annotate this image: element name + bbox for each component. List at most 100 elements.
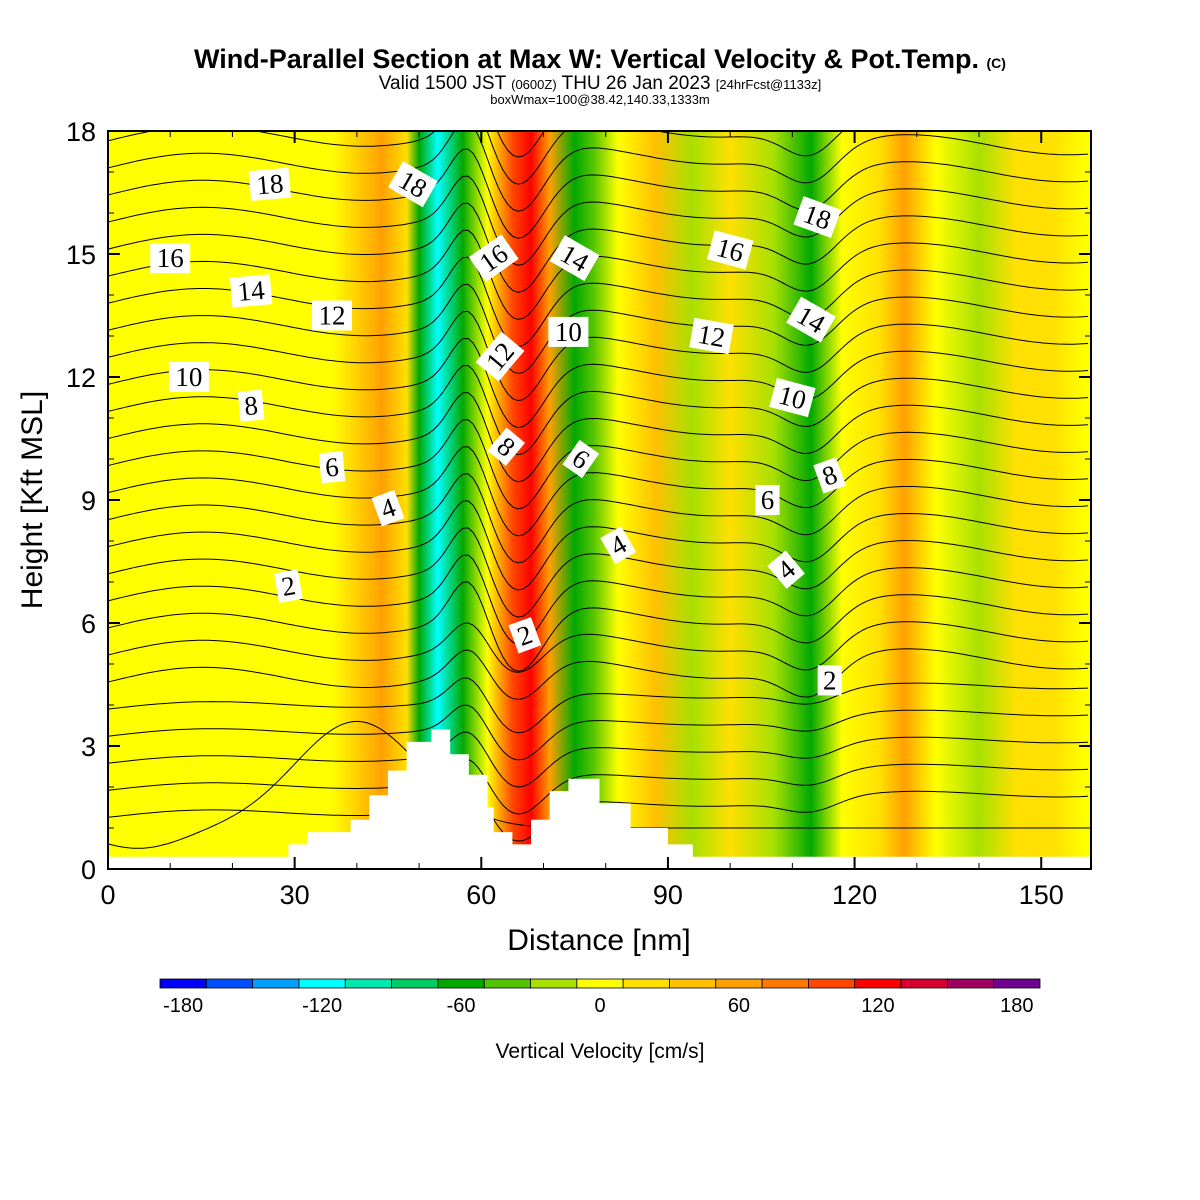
colorbar-tick-label: -120 bbox=[302, 995, 342, 1017]
contour-label-box bbox=[248, 167, 292, 201]
x-tick-label: 0 bbox=[100, 880, 115, 910]
contour-label-box bbox=[549, 235, 600, 282]
pot-temp-contour bbox=[108, 337, 1089, 429]
pot-temp-contour bbox=[108, 648, 1089, 700]
colorbar-swatch bbox=[946, 978, 995, 989]
contour-label-text: 16 bbox=[157, 243, 184, 273]
contour-label-box bbox=[508, 617, 542, 654]
colorbar-swatch bbox=[530, 978, 578, 989]
contour-label-text: 12 bbox=[696, 319, 728, 353]
pot-temp-contour bbox=[108, 283, 1089, 375]
contour-label-box bbox=[706, 230, 754, 270]
pot-temp-contour bbox=[108, 419, 1089, 510]
contour-label-text: 14 bbox=[236, 275, 266, 307]
contour-label-box bbox=[689, 317, 734, 355]
pot-temp-contour bbox=[108, 446, 1089, 537]
contour-label: 6 bbox=[318, 451, 346, 484]
y-axis: 0 3 6 9 12 15 18 bbox=[66, 117, 1091, 885]
contour-label: 10 bbox=[168, 362, 209, 392]
x-axis: 0 30 60 90 120 150 bbox=[100, 131, 1064, 910]
contour-label-text: 10 bbox=[555, 317, 582, 347]
contour-label-box bbox=[273, 569, 303, 603]
colorbar-tick-label: 120 bbox=[861, 995, 894, 1017]
contour-label-box bbox=[388, 161, 438, 208]
chart-subtitle: Valid 1500 JST (0600Z) THU 26 Jan 2023 [… bbox=[378, 73, 822, 94]
pot-temp-contour bbox=[108, 581, 1089, 672]
pot-temp-contour bbox=[108, 392, 1089, 483]
contour-label: 4 bbox=[371, 490, 405, 527]
contour-label: 12 bbox=[689, 317, 734, 355]
pot-temp-contour bbox=[108, 310, 1089, 402]
contour-label-box bbox=[487, 427, 526, 466]
contour-label: 8 bbox=[237, 389, 265, 422]
contour-label-text: 10 bbox=[175, 362, 202, 392]
colorbar-swatch bbox=[252, 978, 300, 989]
contour-label: 18 bbox=[248, 167, 292, 201]
colorbar-swatch bbox=[808, 978, 856, 989]
y-tick-label: 6 bbox=[81, 609, 96, 639]
contour-label: 2 bbox=[817, 665, 842, 696]
contour-label-text: 18 bbox=[255, 168, 285, 200]
pot-temp-contour bbox=[108, 364, 1089, 456]
pot-temp-contour bbox=[108, 731, 1089, 788]
y-tick-label: 12 bbox=[66, 363, 96, 393]
contour-label-box bbox=[475, 331, 525, 382]
contour-label-box bbox=[150, 243, 191, 274]
terrain-mask bbox=[108, 729, 1091, 869]
pot-temp-contour bbox=[108, 131, 844, 185]
x-tick-label: 150 bbox=[1019, 880, 1064, 910]
colorbar-swatch bbox=[761, 978, 809, 989]
colorbar-swatch bbox=[900, 978, 948, 989]
contour-label-box bbox=[468, 234, 519, 282]
contour-label-text: 8 bbox=[243, 390, 259, 421]
contour-label: 12 bbox=[312, 300, 352, 331]
colorbar-swatch bbox=[715, 978, 763, 989]
contour-label-box bbox=[168, 362, 209, 392]
contour-label-box bbox=[769, 377, 816, 418]
colorbar: -180 -120 -60 0 60 120 180 bbox=[159, 978, 1041, 1017]
contour-label-box bbox=[767, 550, 805, 589]
y-tick-label: 0 bbox=[81, 855, 96, 885]
colorbar-tick-label: 180 bbox=[1000, 995, 1033, 1017]
contour-label-text: 2 bbox=[279, 570, 298, 602]
colorbar-swatch bbox=[669, 978, 717, 989]
x-tick-label: 60 bbox=[466, 880, 496, 910]
contour-label: 2 bbox=[273, 569, 303, 603]
contour-label: 16 bbox=[150, 243, 191, 274]
colorbar-tick-label: -180 bbox=[163, 995, 203, 1017]
chart-title: Wind-Parallel Section at Max W: Vertical… bbox=[194, 44, 1006, 74]
copyright-mark: (C) bbox=[986, 55, 1006, 71]
colorbar-title: Vertical Velocity [cm/s] bbox=[496, 1040, 705, 1063]
contour-label: 8 bbox=[813, 457, 847, 494]
colorbar-swatch bbox=[437, 978, 485, 989]
contour-label-box bbox=[562, 439, 600, 479]
pot-temp-contour bbox=[108, 621, 1089, 673]
pot-temp-contour bbox=[108, 677, 1089, 734]
pot-temp-contour bbox=[108, 704, 1089, 761]
contour-label-text: 2 bbox=[823, 665, 837, 695]
contour-label-box bbox=[786, 296, 836, 343]
colorbar-swatch bbox=[298, 978, 346, 989]
contour-label-box bbox=[600, 526, 637, 565]
y-axis-title: Height [Kft MSL] bbox=[16, 391, 49, 609]
colorbar-tick-label: 60 bbox=[728, 995, 750, 1017]
colorbar-swatch bbox=[854, 978, 902, 989]
contour-label-box bbox=[755, 485, 780, 515]
plot-area: 1816141210864218161282141064161218141086… bbox=[107, 130, 1092, 870]
y-tick-label: 15 bbox=[66, 240, 96, 270]
contour-label: 2 bbox=[508, 617, 542, 654]
colorbar-swatch bbox=[391, 978, 439, 989]
x-tick-label: 90 bbox=[653, 880, 683, 910]
colorbar-swatch bbox=[576, 978, 624, 989]
contour-label-box bbox=[318, 451, 346, 484]
contour-label-text: 12 bbox=[319, 301, 346, 331]
contour-label-box bbox=[229, 274, 273, 308]
colorbar-swatch bbox=[622, 978, 670, 989]
contour-label-text: 6 bbox=[761, 485, 775, 515]
pot-temp-contour bbox=[108, 500, 1089, 591]
y-tick-label: 9 bbox=[81, 486, 96, 516]
pot-temp-contour bbox=[108, 202, 1089, 293]
pot-temp-contour bbox=[108, 554, 1089, 645]
contour-label: 16 bbox=[706, 230, 754, 270]
